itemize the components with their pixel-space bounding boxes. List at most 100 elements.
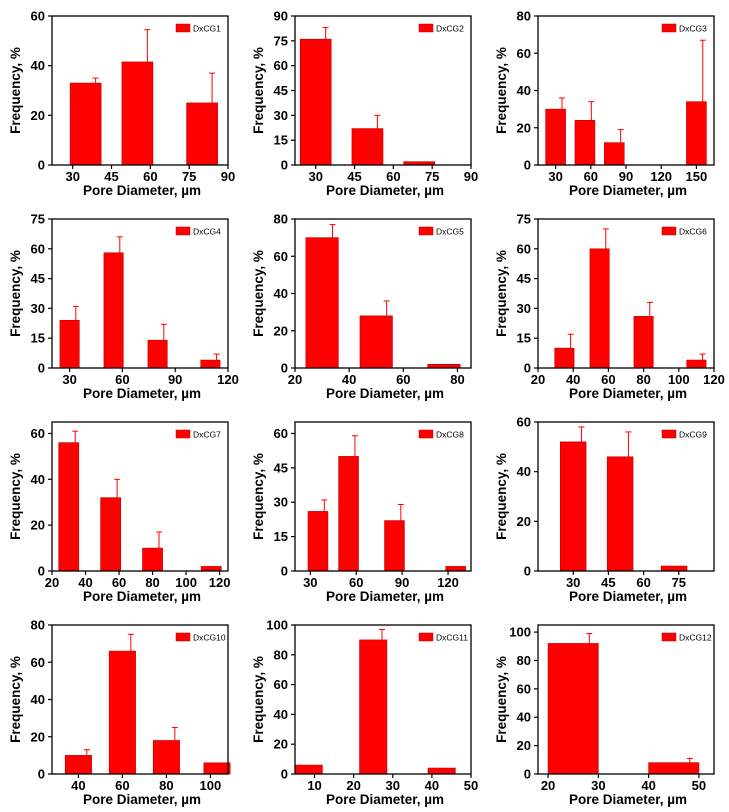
y-tick-label: 15 bbox=[274, 529, 288, 544]
x-tick-label: 100 bbox=[200, 778, 222, 793]
x-axis-title: Pore Diameter, µm bbox=[569, 183, 687, 198]
x-axis-title: Pore Diameter, µm bbox=[83, 183, 201, 198]
y-tick-label: 60 bbox=[31, 655, 45, 670]
y-tick-label: 40 bbox=[274, 286, 288, 301]
y-tick-label: 30 bbox=[274, 108, 288, 123]
x-tick-label: 20 bbox=[346, 778, 360, 793]
bar-1 bbox=[59, 320, 80, 369]
x-tick-label: 120 bbox=[650, 169, 672, 184]
legend-swatch bbox=[661, 429, 677, 439]
x-tick-label: 60 bbox=[386, 169, 400, 184]
y-tick-label: 0 bbox=[524, 564, 531, 579]
x-tick-label: 90 bbox=[168, 372, 182, 387]
legend-label: DxCG6 bbox=[679, 227, 707, 237]
legend-swatch bbox=[175, 429, 191, 439]
x-tick-label: 100 bbox=[175, 575, 197, 590]
y-tick-label: 45 bbox=[31, 271, 45, 286]
chart-svg: 0 20 40 60 30 45 60 75 90 Pore Diameter, µm Freque… bbox=[8, 9, 235, 199]
x-tick-label: 90 bbox=[221, 169, 235, 184]
x-tick-label: 60 bbox=[584, 169, 598, 184]
bar-2 bbox=[351, 128, 384, 166]
chart-panel-dxcg4: 0 15 30 45 60 75 30 60 90 120 Pore Diameter, µm Fre… bbox=[0, 203, 243, 406]
y-tick-label: 20 bbox=[517, 120, 531, 135]
chart-panel-dxcg12: 0 20 40 60 80 100 20 30 40 50 Pore Diameter, µm Fre… bbox=[486, 609, 729, 812]
bar-1 bbox=[58, 442, 80, 572]
x-tick-label: 80 bbox=[636, 372, 650, 387]
y-tick-label: 15 bbox=[31, 331, 45, 346]
legend-label: DxCG2 bbox=[436, 24, 464, 34]
y-axis-title: Frequency, % bbox=[8, 656, 23, 743]
y-tick-label: 45 bbox=[274, 460, 288, 475]
x-axis-title: Pore Diameter, µm bbox=[326, 386, 444, 401]
x-tick-label: 20 bbox=[531, 372, 545, 387]
x-tick-label: 50 bbox=[692, 778, 706, 793]
x-tick-label: 30 bbox=[303, 575, 317, 590]
x-tick-label: 60 bbox=[636, 575, 650, 590]
chart-svg: 0 15 30 45 60 75 90 30 45 60 75 90 Pore Diameter, µm… bbox=[251, 9, 478, 199]
y-tick-label: 80 bbox=[274, 212, 288, 227]
y-tick-label: 40 bbox=[274, 707, 288, 722]
legend-swatch bbox=[418, 23, 434, 33]
y-tick-label: 80 bbox=[517, 9, 531, 24]
bar-1 bbox=[299, 38, 332, 166]
legend-label: DxCG4 bbox=[193, 227, 221, 237]
bar-2 bbox=[589, 248, 610, 369]
x-tick-label: 60 bbox=[112, 575, 126, 590]
y-tick-label: 20 bbox=[517, 514, 531, 529]
y-tick-label: 40 bbox=[517, 710, 531, 725]
x-tick-label: 45 bbox=[104, 169, 118, 184]
x-tick-label: 60 bbox=[143, 169, 157, 184]
chart-panel-dxcg11: 0 20 40 60 80 100 10 20 30 40 50 Pore Diameter, µm F… bbox=[243, 609, 486, 812]
bar-4 bbox=[200, 566, 222, 572]
y-tick-label: 40 bbox=[517, 83, 531, 98]
y-axis-title: Frequency, % bbox=[494, 47, 509, 134]
x-tick-label: 120 bbox=[217, 372, 239, 387]
y-tick-label: 40 bbox=[517, 464, 531, 479]
bar-1 bbox=[547, 643, 599, 775]
y-tick-label: 100 bbox=[509, 625, 531, 640]
chart-svg: 0 15 30 45 60 75 30 60 90 120 Pore Diameter, µm Fre… bbox=[8, 212, 239, 402]
chart-panel-dxcg2: 0 15 30 45 60 75 90 30 45 60 75 90 Pore Diameter, µm… bbox=[243, 0, 486, 203]
bar-3 bbox=[660, 565, 688, 572]
y-tick-label: 0 bbox=[38, 564, 45, 579]
y-axis-title: Frequency, % bbox=[8, 453, 23, 540]
x-tick-label: 45 bbox=[601, 575, 615, 590]
x-axis-title: Pore Diameter, µm bbox=[83, 792, 201, 807]
legend-swatch bbox=[175, 23, 191, 33]
y-tick-label: 60 bbox=[517, 46, 531, 61]
plot-frame bbox=[537, 421, 715, 572]
x-tick-label: 40 bbox=[425, 778, 439, 793]
legend-swatch bbox=[418, 226, 434, 236]
y-tick-label: 60 bbox=[31, 9, 45, 24]
y-tick-label: 60 bbox=[517, 681, 531, 696]
x-tick-label: 30 bbox=[548, 169, 562, 184]
chart-panel-dxcg10: 0 20 40 60 80 40 60 80 100 Pore Diameter, µm Frequ… bbox=[0, 609, 243, 812]
legend-label: DxCG9 bbox=[679, 430, 707, 440]
bar-3 bbox=[147, 339, 168, 369]
x-tick-label: 75 bbox=[182, 169, 196, 184]
x-tick-label: 90 bbox=[395, 575, 409, 590]
y-tick-label: 75 bbox=[274, 33, 288, 48]
x-tick-label: 45 bbox=[347, 169, 361, 184]
legend-label: DxCG5 bbox=[436, 227, 464, 237]
x-axis-title: Pore Diameter, µm bbox=[569, 792, 687, 807]
bar-2 bbox=[108, 650, 136, 775]
y-tick-label: 75 bbox=[517, 212, 531, 227]
y-axis-title: Frequency, % bbox=[494, 250, 509, 337]
x-tick-label: 50 bbox=[464, 778, 478, 793]
x-axis-title: Pore Diameter, µm bbox=[569, 589, 687, 604]
chart-panel-dxcg8: 0 15 30 45 60 30 60 90 120 Pore Diameter, µm Frequ… bbox=[243, 406, 486, 609]
plot-frame bbox=[537, 218, 715, 369]
bar-1 bbox=[305, 237, 339, 369]
y-tick-label: 20 bbox=[31, 729, 45, 744]
y-tick-label: 40 bbox=[31, 472, 45, 487]
y-tick-label: 0 bbox=[38, 158, 45, 173]
y-axis-title: Frequency, % bbox=[251, 453, 266, 540]
y-tick-label: 60 bbox=[274, 677, 288, 692]
plot-frame bbox=[51, 624, 229, 775]
y-axis-title: Frequency, % bbox=[494, 453, 509, 540]
chart-panel-dxcg3: 0 20 40 60 80 30 60 90 120 150 Pore Diameter, µm Fr… bbox=[486, 0, 729, 203]
